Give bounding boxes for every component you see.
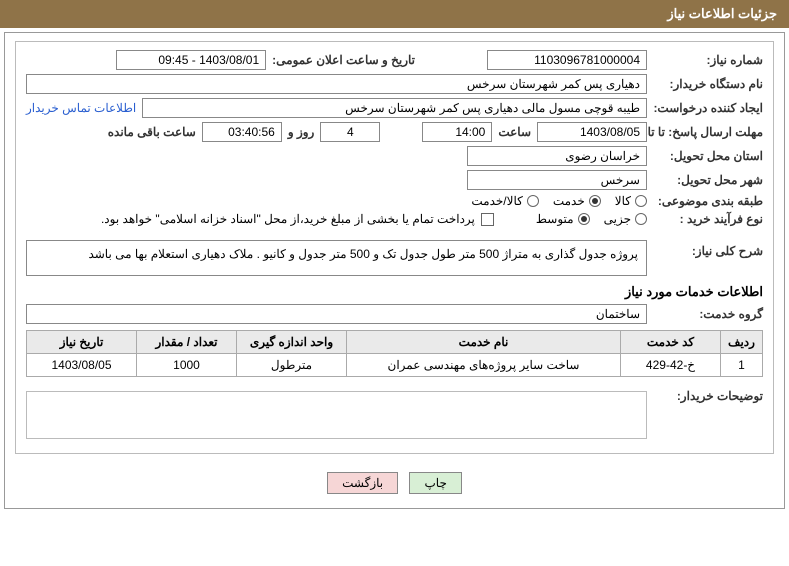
- days-and-label: روز و: [288, 125, 315, 139]
- time-label: ساعت: [498, 125, 531, 139]
- need-no-value: 1103096781000004: [487, 50, 647, 70]
- print-button[interactable]: چاپ: [409, 472, 461, 494]
- deadline-date: 1403/08/05: [537, 122, 647, 142]
- city-label: شهر محل تحویل:: [653, 173, 763, 187]
- th-unit: واحد اندازه گیری: [237, 331, 347, 354]
- footer-buttons: چاپ بازگشت: [15, 462, 774, 500]
- th-date: تاریخ نیاز: [27, 331, 137, 354]
- contact-buyer-link[interactable]: اطلاعات تماس خریدار: [26, 101, 136, 115]
- details-fieldset: شماره نیاز: 1103096781000004 تاریخ و ساع…: [15, 41, 774, 454]
- cat-goods-service-radio[interactable]: کالا/خدمت: [471, 194, 538, 208]
- td-name: ساخت سایر پروژه‌های مهندسی عمران: [347, 354, 621, 377]
- services-table: ردیف کد خدمت نام خدمت واحد اندازه گیری ت…: [26, 330, 763, 377]
- cat-service-radio[interactable]: خدمت: [553, 194, 601, 208]
- page-title-bar: جزئیات اطلاعات نیاز: [0, 0, 789, 28]
- need-summary-value: پروژه جدول گذاری به متراژ 500 متر طول جد…: [26, 240, 647, 276]
- buyer-org-value: دهیاری پس کمر شهرستان سرخس: [26, 74, 647, 94]
- th-qty: تعداد / مقدار: [137, 331, 237, 354]
- treasury-checkbox[interactable]: [481, 213, 494, 226]
- category-label: طبقه بندی موضوعی:: [653, 194, 763, 208]
- cat-goods-radio[interactable]: کالا: [615, 194, 647, 208]
- td-date: 1403/08/05: [27, 354, 137, 377]
- proc-medium-radio[interactable]: متوسط: [536, 212, 590, 226]
- radio-icon: [635, 213, 647, 225]
- announce-label: تاریخ و ساعت اعلان عمومی:: [272, 53, 415, 67]
- process-group: جزیی متوسط: [536, 212, 647, 226]
- remain-label: ساعت باقی مانده: [108, 125, 196, 139]
- td-row: 1: [721, 354, 763, 377]
- city-value: سرخس: [467, 170, 647, 190]
- days-remaining: 4: [320, 122, 380, 142]
- buyer-org-label: نام دستگاه خریدار:: [653, 77, 763, 91]
- radio-icon: [635, 195, 647, 207]
- buyer-notes-box: [26, 391, 647, 439]
- announce-value: 1403/08/01 - 09:45: [116, 50, 266, 70]
- td-unit: مترطول: [237, 354, 347, 377]
- requester-value: طیبه قوچی مسول مالی دهیاری پس کمر شهرستا…: [142, 98, 647, 118]
- radio-icon: [527, 195, 539, 207]
- payment-note: پرداخت تمام یا بخشی از مبلغ خرید،از محل …: [101, 212, 475, 226]
- deadline-time: 14:00: [422, 122, 492, 142]
- service-group-label: گروه خدمت:: [653, 307, 763, 321]
- main-frame: شماره نیاز: 1103096781000004 تاریخ و ساع…: [4, 32, 785, 509]
- category-group: کالا خدمت کالا/خدمت: [471, 194, 647, 208]
- process-label: نوع فرآیند خرید :: [653, 212, 763, 226]
- table-row: 1خ-42-429ساخت سایر پروژه‌های مهندسی عمرا…: [27, 354, 763, 377]
- province-label: استان محل تحویل:: [653, 149, 763, 163]
- province-value: خراسان رضوی: [467, 146, 647, 166]
- page-title: جزئیات اطلاعات نیاز: [667, 6, 777, 21]
- td-qty: 1000: [137, 354, 237, 377]
- proc-small-radio[interactable]: جزیی: [604, 212, 647, 226]
- th-code: کد خدمت: [621, 331, 721, 354]
- back-button[interactable]: بازگشت: [327, 472, 398, 494]
- services-section-title: اطلاعات خدمات مورد نیاز: [26, 284, 763, 300]
- need-no-label: شماره نیاز:: [653, 53, 763, 67]
- th-row: ردیف: [721, 331, 763, 354]
- countdown-value: 03:40:56: [202, 122, 282, 142]
- radio-icon: [578, 213, 590, 225]
- deadline-label: مهلت ارسال پاسخ: تا تاریخ:: [653, 125, 763, 139]
- radio-icon: [589, 195, 601, 207]
- buyer-notes-label: توضیحات خریدار:: [653, 385, 763, 403]
- service-group-value: ساختمان: [26, 304, 647, 324]
- td-code: خ-42-429: [621, 354, 721, 377]
- th-name: نام خدمت: [347, 331, 621, 354]
- need-summary-label: شرح کلی نیاز:: [653, 240, 763, 258]
- requester-label: ایجاد کننده درخواست:: [653, 101, 763, 115]
